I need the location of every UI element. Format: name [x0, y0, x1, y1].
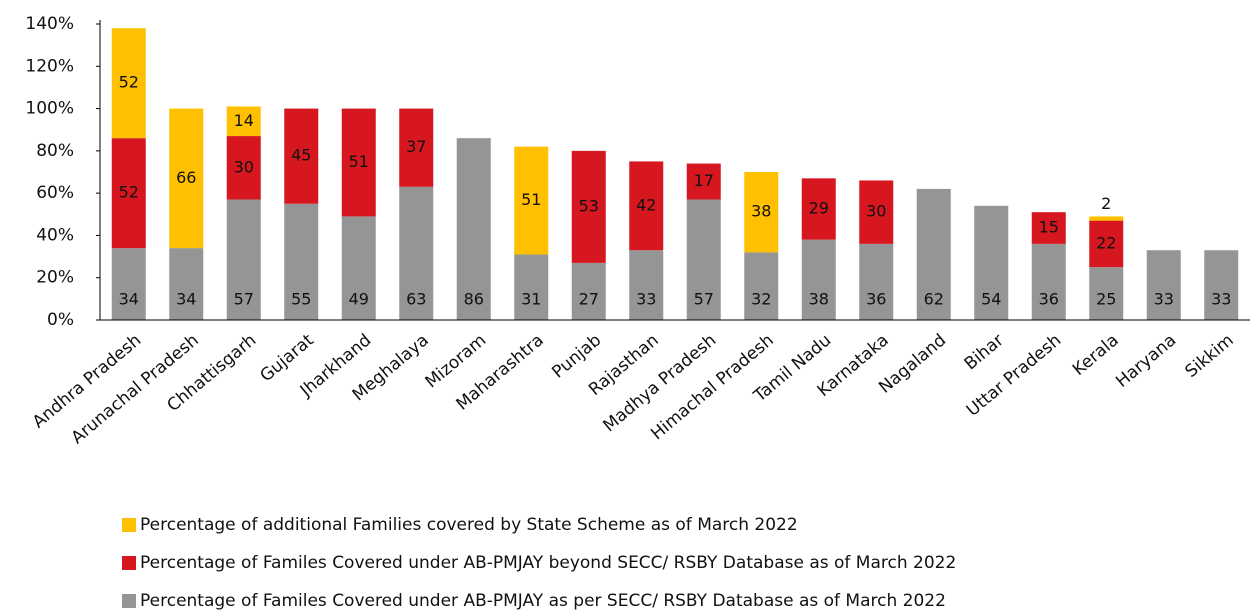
data-label: 45: [291, 146, 311, 165]
y-tick-label: 120%: [25, 56, 74, 76]
bar-segment: [1204, 250, 1239, 320]
bar-segment: [169, 248, 204, 320]
data-label: 52: [119, 73, 139, 92]
bar-segment: [801, 239, 836, 320]
bar-segment: [1089, 216, 1124, 221]
bar-segment: [629, 161, 664, 251]
data-label: 31: [521, 290, 541, 309]
bar-segment: [169, 108, 204, 249]
y-tick-label: 60%: [36, 183, 74, 203]
bar-segment: [686, 199, 721, 320]
data-label: 57: [234, 290, 254, 309]
bar-segment: [226, 106, 261, 137]
data-label: 49: [349, 290, 369, 309]
data-label: 32: [751, 290, 771, 309]
legend-swatch: [122, 518, 136, 532]
bar-segment: [284, 203, 319, 320]
data-label: 33: [1211, 290, 1231, 309]
data-label: 51: [349, 152, 369, 171]
legend-label: Percentage of Familes Covered under AB-P…: [140, 591, 946, 610]
data-label: 25: [1096, 290, 1116, 309]
bar-segment: [111, 248, 146, 320]
data-label: 54: [981, 290, 1001, 309]
data-label: 62: [924, 290, 944, 309]
y-tick-label: 140%: [25, 14, 74, 34]
bar-segment: [686, 163, 721, 200]
bar-segment: [744, 172, 779, 253]
data-label: 22: [1096, 233, 1116, 252]
data-label: 38: [751, 202, 771, 221]
y-tick-label: 80%: [36, 141, 74, 161]
y-tick-label: 100%: [25, 99, 74, 119]
bar-segment: [1031, 212, 1066, 244]
y-tick-label: 40%: [36, 225, 74, 245]
data-label: 34: [176, 290, 196, 309]
data-label: 17: [694, 171, 714, 190]
bar-segment: [284, 108, 319, 204]
data-label: 37: [406, 137, 426, 156]
data-label: 34: [119, 290, 139, 309]
data-label: 29: [809, 199, 829, 218]
data-label: 2: [1101, 194, 1111, 213]
data-label: 55: [291, 290, 311, 309]
data-label: 51: [521, 190, 541, 209]
bar-segment: [801, 178, 836, 240]
bar-segment: [226, 199, 261, 320]
bar-segment: [514, 254, 549, 320]
bar-segment: [571, 262, 606, 320]
bar-segment: [859, 180, 894, 244]
bar-segment: [341, 108, 376, 217]
data-label: 33: [636, 290, 656, 309]
bar-segment: [111, 28, 146, 139]
bar-segment: [629, 250, 664, 320]
data-label: 36: [866, 290, 886, 309]
data-label: 63: [406, 290, 426, 309]
bar-segment: [456, 138, 491, 320]
data-label: 36: [1039, 290, 1059, 309]
bar-segment: [974, 205, 1009, 320]
bar-segment: [111, 138, 146, 249]
data-label: 52: [119, 183, 139, 202]
bar-segment: [571, 150, 606, 263]
bar-segment: [1146, 250, 1181, 320]
legend-label: Percentage of additional Families covere…: [140, 515, 798, 535]
data-label: 30: [234, 157, 254, 176]
x-tick-label: Haryana: [1112, 330, 1180, 392]
data-label: 66: [176, 168, 196, 187]
data-label: 53: [579, 196, 599, 215]
data-label: 14: [234, 111, 254, 130]
x-tick-label: Kerala: [1069, 330, 1123, 380]
bar-segment: [226, 136, 261, 200]
data-label: 42: [636, 195, 656, 214]
bar-segment: [744, 252, 779, 320]
data-label: 86: [464, 290, 484, 309]
legend-swatch: [122, 594, 136, 608]
y-tick-label: 20%: [36, 268, 74, 288]
bar-segment: [399, 108, 434, 187]
data-label: 57: [694, 290, 714, 309]
data-label: 33: [1154, 290, 1174, 309]
x-tick-label: Bihar: [961, 330, 1008, 374]
legend-swatch: [122, 556, 136, 570]
bar-segment: [399, 186, 434, 320]
bar-segment: [514, 146, 549, 255]
data-label: 38: [809, 290, 829, 309]
bar-segment: [1089, 267, 1124, 320]
data-label: 15: [1039, 218, 1059, 237]
bar-segment: [916, 188, 951, 320]
bar-segment: [341, 216, 376, 320]
y-tick-label: 0%: [47, 310, 74, 330]
x-tick-label: Sikkim: [1182, 330, 1238, 382]
legend-label: Percentage of Familes Covered under AB-P…: [140, 553, 956, 573]
bar-segment: [859, 243, 894, 320]
bar-segment: [1031, 243, 1066, 320]
data-label: 27: [579, 290, 599, 309]
data-label: 30: [866, 202, 886, 221]
bar-segment: [1089, 220, 1124, 268]
